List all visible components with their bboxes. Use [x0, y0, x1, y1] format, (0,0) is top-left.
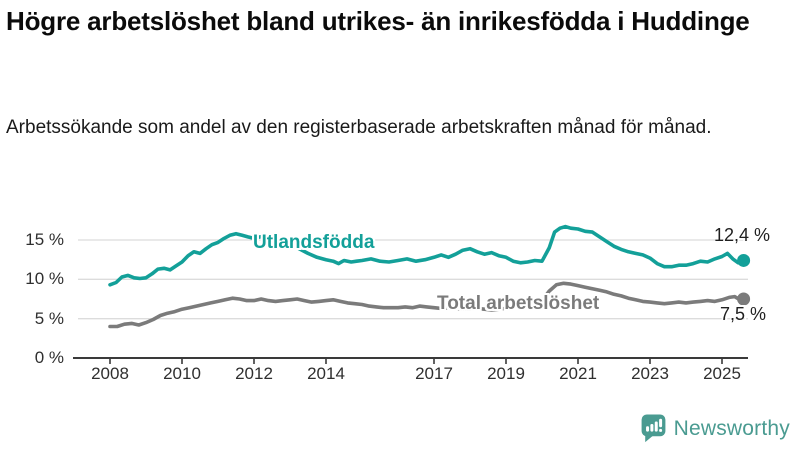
y-tick-label: 15 %	[25, 229, 64, 249]
y-tick-label: 10 %	[25, 269, 64, 289]
x-tick-label: 2019	[487, 364, 525, 383]
series-label-total-arbetsloshet: Total arbetslöshet	[437, 293, 600, 314]
x-tick-label: 2025	[703, 364, 741, 383]
x-tick-label: 2014	[307, 364, 345, 383]
page-subtitle: Arbetssökande som andel av den registerb…	[6, 117, 712, 138]
x-tick-label: 2021	[559, 364, 597, 383]
x-tick-label: 2017	[415, 364, 453, 383]
x-tick-label: 2012	[235, 364, 273, 383]
x-tick-label: 2008	[91, 364, 129, 383]
newsworthy-logo-text: Newsworthy	[673, 416, 790, 440]
y-tick-label: 0 %	[34, 348, 64, 367]
series-line-1	[108, 281, 746, 329]
series-line-0	[108, 224, 746, 287]
newsworthy-logo[interactable]: Newsworthy	[641, 414, 790, 443]
page-title: Högre arbetslöshet bland utrikes- än inr…	[6, 6, 750, 36]
newsworthy-icon	[641, 414, 666, 443]
y-tick-label: 5 %	[34, 308, 64, 328]
end-value-label-total-arbetsloshet: 7,5 %	[719, 304, 766, 324]
x-tick-label: 2023	[631, 364, 669, 383]
end-value-label-utlandsfodda: 12,4 %	[713, 225, 770, 245]
series-label-utlandsfodda: Utlandsfödda	[253, 232, 375, 253]
x-tick-label: 2010	[163, 364, 201, 383]
series-end-dot-0	[737, 253, 751, 267]
